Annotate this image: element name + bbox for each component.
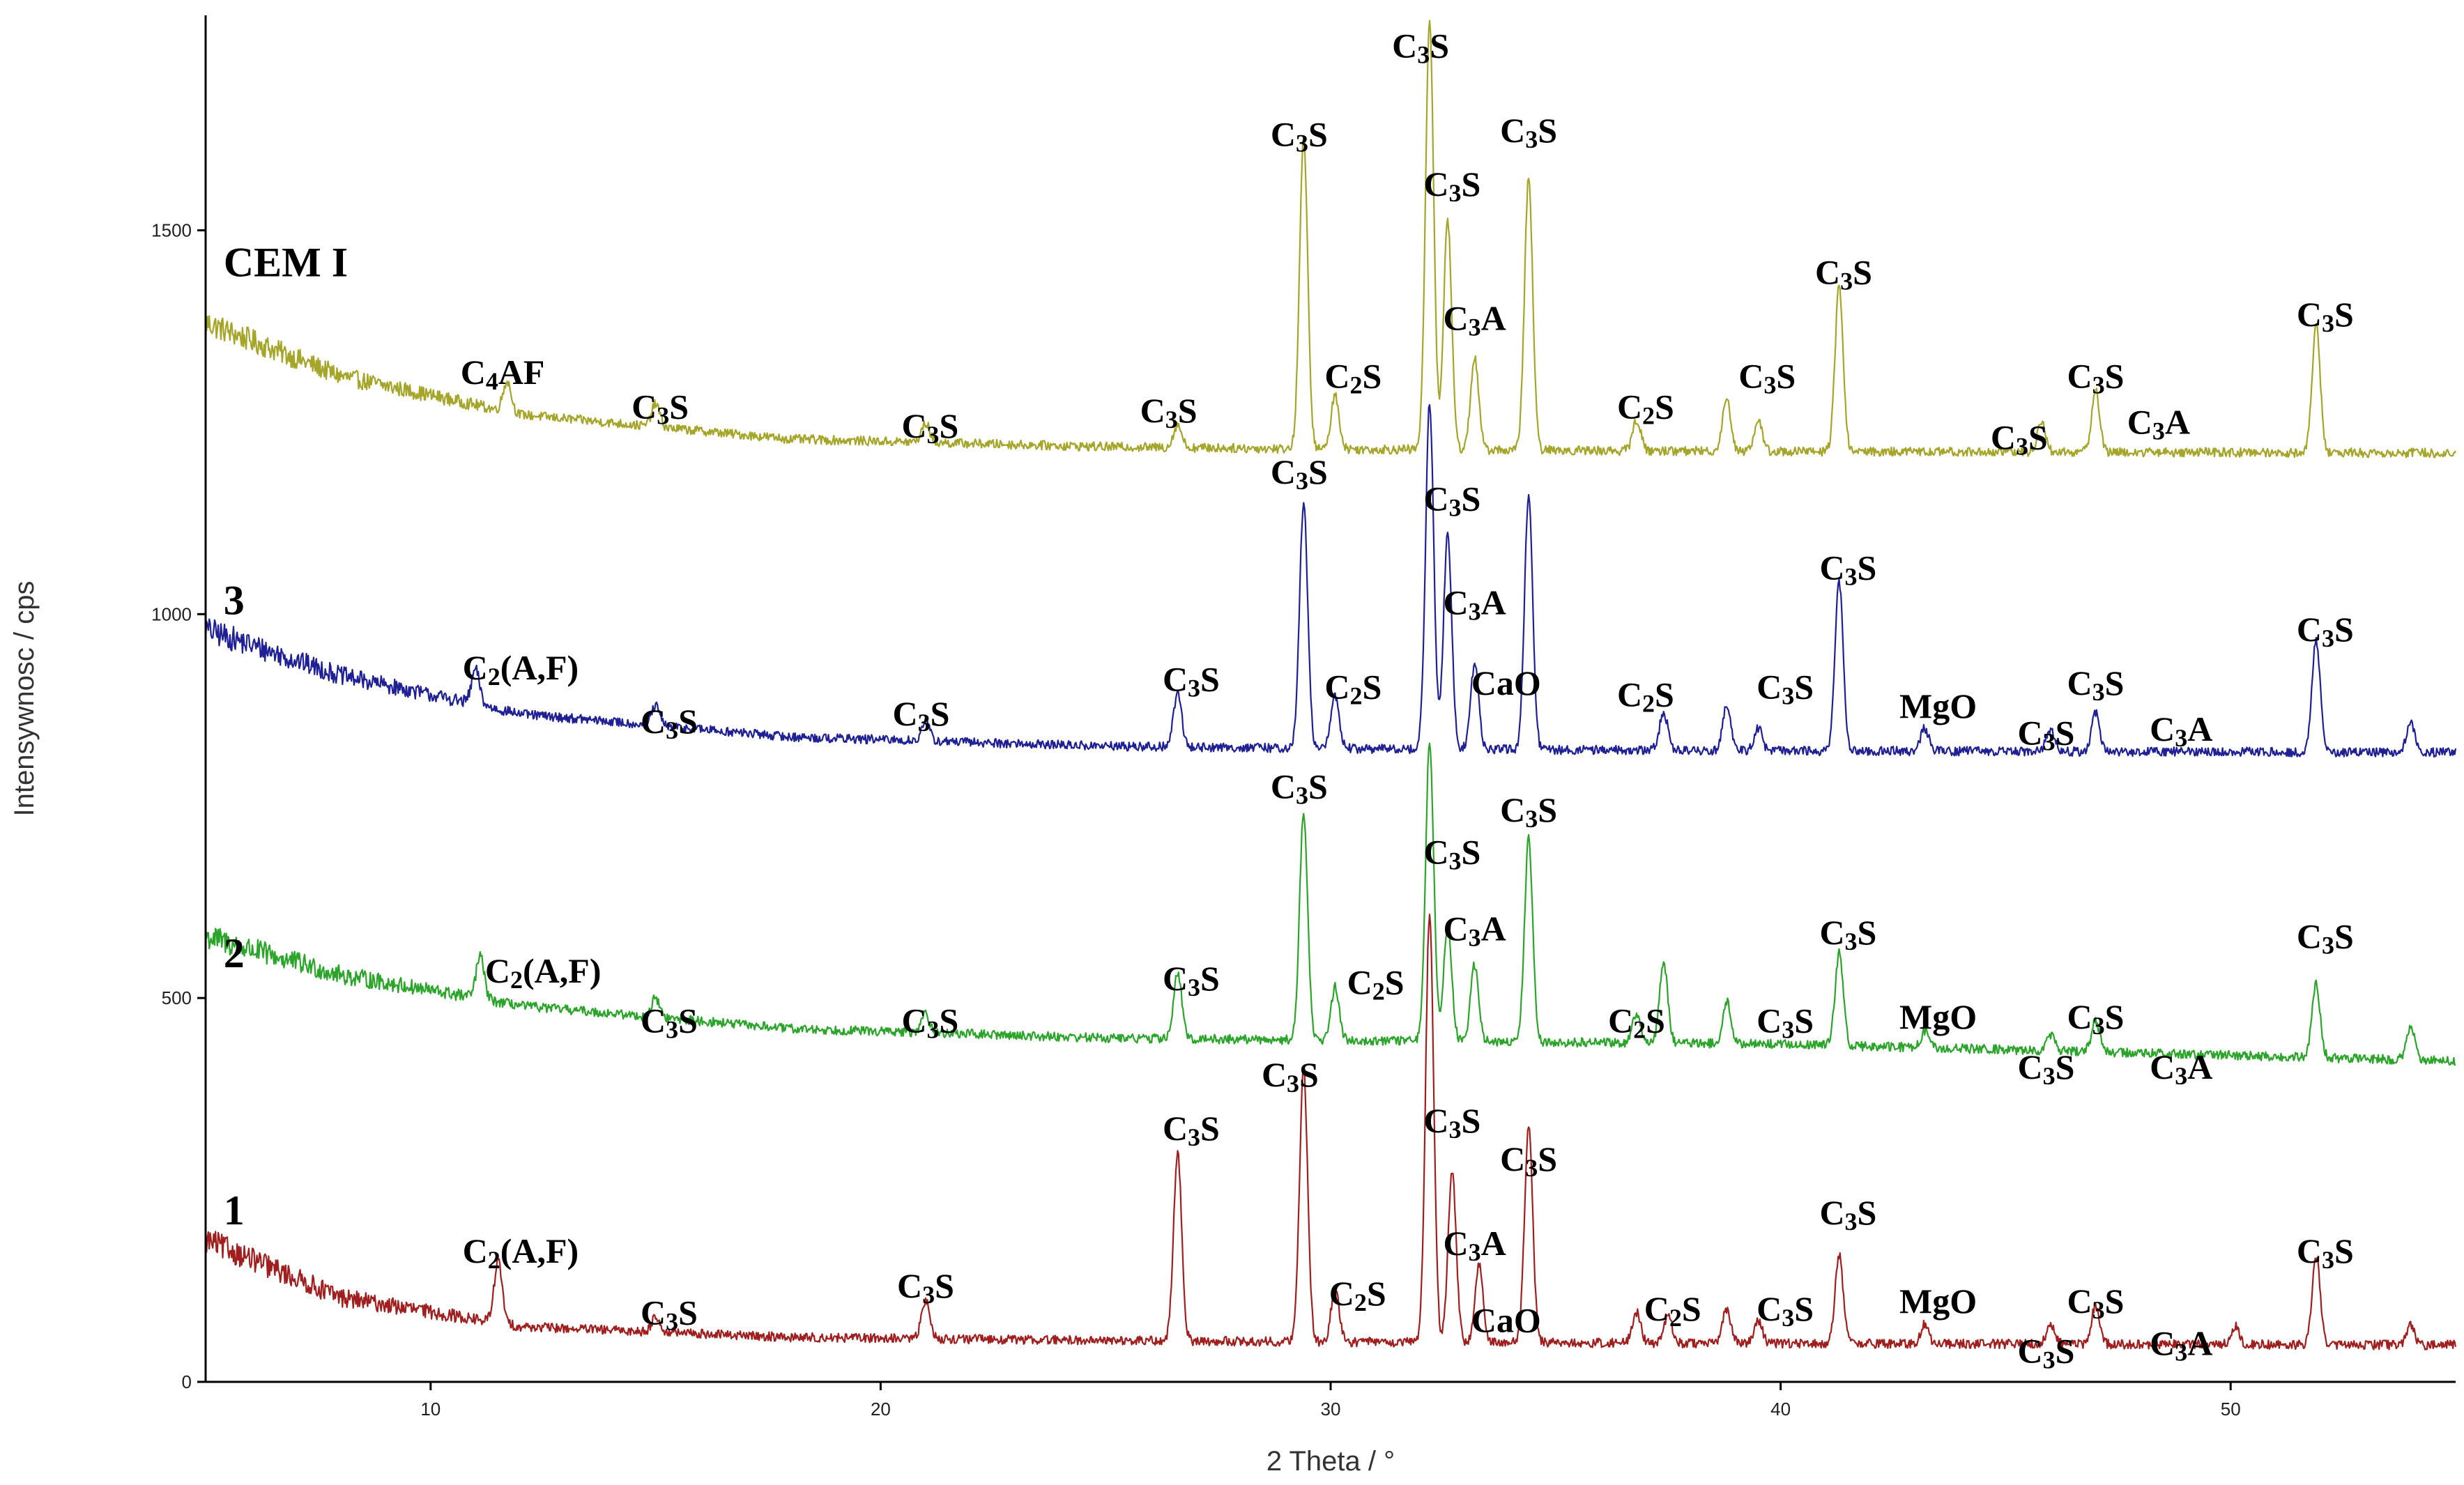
peak-label: C3S [632, 387, 689, 429]
series-labels: CEM I 3 2 1 [224, 240, 348, 1234]
series-trace-3 [204, 403, 2457, 758]
peak-label: C3S [1500, 111, 1557, 153]
y-tick-label: 500 [162, 987, 192, 1008]
peak-label: C3S [2297, 610, 2354, 652]
peak-label: C3S [641, 1001, 698, 1044]
peak-label: C2S [1608, 1001, 1665, 1044]
x-tick-label: 40 [1770, 1399, 1791, 1419]
peak-label: C2S [1324, 668, 1382, 710]
peak-label: C3S [1271, 114, 1328, 157]
peak-label: C3S [1819, 1193, 1876, 1236]
peak-label: C3S [1423, 164, 1480, 207]
peak-label: C3S [1163, 1109, 1220, 1151]
peak-label: C3S [2067, 663, 2125, 706]
peak-label: C3S [1757, 1001, 1814, 1044]
peak-label: C2S [1617, 387, 1674, 429]
peak-label: C3S [1271, 767, 1328, 810]
peak-label: C3S [641, 1293, 698, 1335]
peak-label: C2S [1644, 1289, 1701, 1332]
peak-label: C3S [1500, 1139, 1557, 1182]
peak-label: C2S [1617, 675, 1674, 718]
peak-label: C3S [1757, 668, 1814, 710]
x-tick-label: 50 [2221, 1399, 2241, 1419]
peak-label: C3A [1443, 299, 1506, 341]
y-tick-label: 0 [182, 1371, 192, 1392]
peak-label: C3S [1991, 418, 2048, 461]
peak-label: CaO [1471, 1300, 1541, 1339]
peak-label: C3S [2018, 1332, 2075, 1374]
peak-label: C3S [901, 406, 958, 449]
y-axis-title: Intensywnosc / cps [9, 581, 40, 817]
peak-label: C3A [2150, 1047, 2212, 1090]
peak-label: C3A [1443, 909, 1506, 952]
y-tick-label: 1000 [151, 603, 192, 624]
peak-label: C3S [1738, 356, 1796, 399]
peak-label: C3S [2297, 917, 2354, 960]
series-label: 1 [224, 1187, 245, 1233]
peak-label: C3S [1271, 452, 1328, 495]
peak-label: C3S [2067, 997, 2125, 1040]
x-ticks: 10 20 30 40 50 [420, 1382, 2241, 1419]
peak-label: C3S [2018, 714, 2075, 756]
peak-label: C2(A,F) [463, 1231, 579, 1274]
peak-label: C3S [2067, 356, 2125, 399]
x-axis-title: 2 Theta / ° [1267, 1446, 1395, 1477]
peak-label: C3A [2127, 402, 2190, 445]
peak-label: C2S [1324, 356, 1382, 399]
peak-label: C3S [1819, 913, 1876, 955]
y-ticks: 0 500 1000 1500 [151, 220, 206, 1392]
peak-label: C3S [1423, 832, 1480, 875]
peak-label: MgO [1899, 686, 1977, 725]
x-tick-label: 10 [420, 1399, 441, 1419]
peak-label: C3S [901, 1001, 958, 1044]
peak-label: C2S [1347, 963, 1405, 1006]
peak-label: C3S [1392, 26, 1449, 69]
peak-label: C3S [2018, 1047, 2075, 1090]
peak-label: C3S [2067, 1282, 2125, 1324]
peak-label: C3S [641, 702, 698, 744]
series-traces [204, 20, 2457, 1351]
peak-label: C3S [1757, 1289, 1814, 1332]
peak-label: C3S [1262, 1055, 1319, 1098]
series-trace-1 [204, 914, 2457, 1351]
x-tick-label: 30 [1321, 1399, 1341, 1419]
peak-label: CaO [1471, 663, 1541, 702]
y-tick-label: 1500 [151, 220, 192, 240]
peak-label: MgO [1899, 997, 1977, 1036]
peak-label: C3S [1163, 660, 1220, 702]
peak-label: C3S [1163, 959, 1220, 1001]
peak-label: C3S [2297, 295, 2354, 337]
peak-label: C3S [1819, 548, 1876, 591]
peak-label: C4AF [461, 353, 545, 395]
series-trace-cem-i [204, 20, 2456, 459]
peak-label: MgO [1899, 1282, 1977, 1321]
peak-label: C3S [2297, 1231, 2354, 1274]
peak-label: C3S [1423, 1101, 1480, 1144]
peak-label: C3S [897, 1266, 954, 1309]
peak-label: C3S [1500, 790, 1557, 833]
peak-label: C3S [1140, 391, 1197, 433]
peak-label: C3S [1815, 253, 1872, 295]
peak-annotations: C4AF C3S C3S C3S C3S C2S C3S C3S C3A C3S C2S C3S C3S… [461, 26, 2354, 1374]
peak-label: C2(A,F) [463, 648, 579, 691]
peak-label: C3S [893, 694, 950, 737]
series-label: 2 [224, 930, 245, 976]
peak-label: C2(A,F) [485, 951, 602, 994]
peak-label: C3A [2150, 1323, 2212, 1366]
series-label: CEM I [224, 240, 348, 286]
series-trace-2 [205, 742, 2456, 1066]
axes: 10 20 30 40 50 0 500 1000 1500 2 Theta / ° Inte… [9, 15, 2456, 1477]
peak-label: C3S [1423, 479, 1480, 522]
series-label: 3 [224, 577, 245, 623]
peak-label: C3A [2150, 709, 2212, 752]
x-tick-label: 20 [871, 1399, 891, 1419]
peak-label: C2S [1329, 1274, 1386, 1316]
peak-label: C3A [1443, 583, 1506, 625]
peak-label: C3A [1443, 1224, 1506, 1266]
